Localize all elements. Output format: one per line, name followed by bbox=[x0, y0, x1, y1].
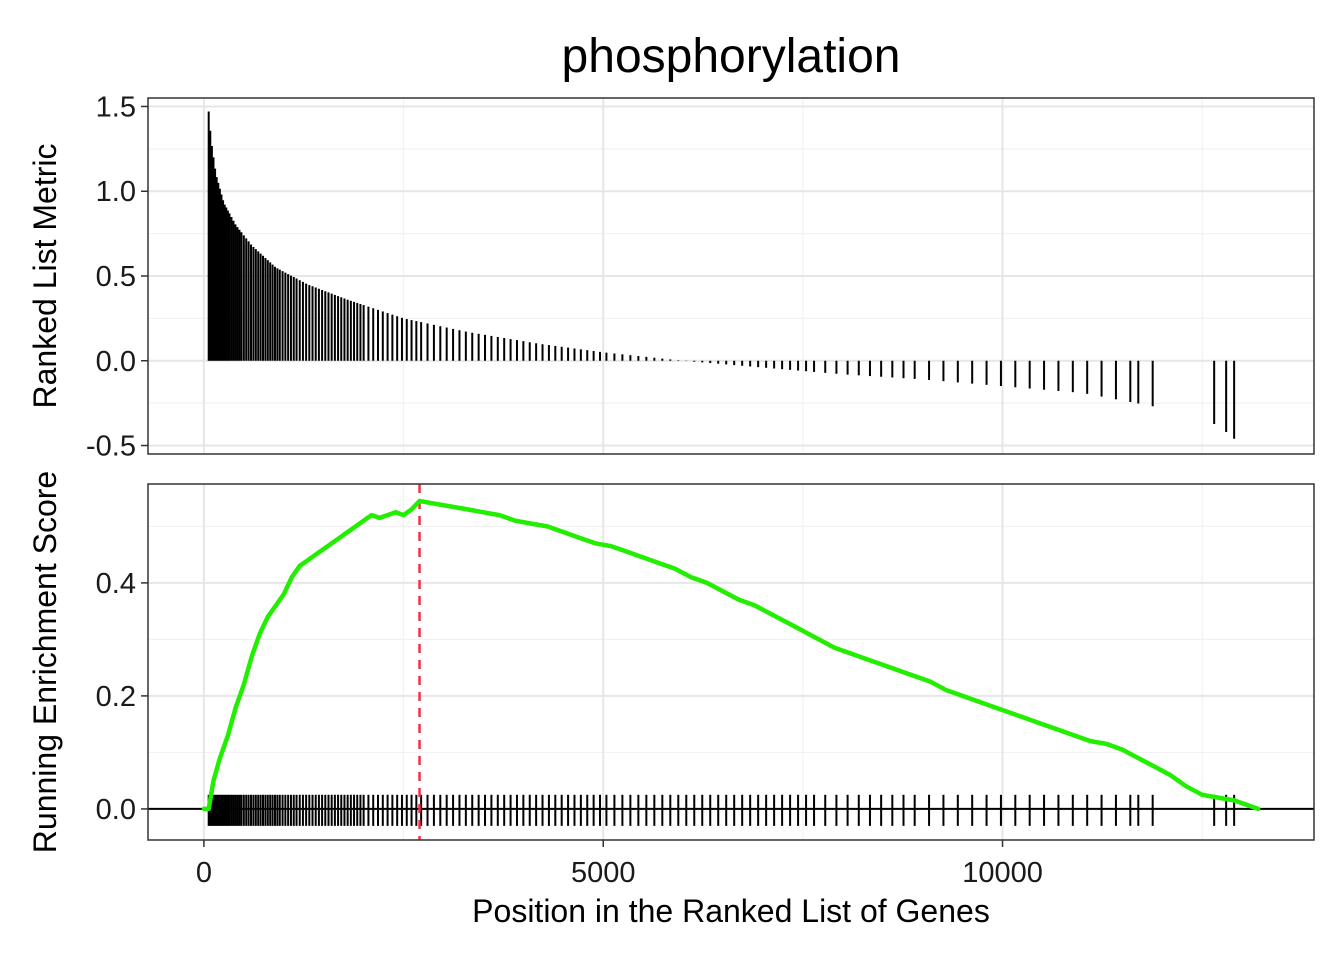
y-axis-title-bottom: Running Enrichment Score bbox=[27, 471, 63, 853]
x-tick-label: 10000 bbox=[962, 857, 1043, 889]
bottom-panel-background bbox=[148, 484, 1314, 840]
x-tick-label: 5000 bbox=[571, 857, 636, 889]
top-y-tick-label: 1.0 bbox=[96, 176, 136, 208]
x-tick-label: 0 bbox=[196, 857, 212, 889]
x-axis: 0 5000 10000 bbox=[196, 840, 1043, 889]
ranked-metric-panel: 1.5 1.0 0.5 0.0 -0.5 bbox=[86, 91, 1315, 463]
x-axis-title: Position in the Ranked List of Genes bbox=[472, 893, 990, 929]
running-es-panel: 0.4 0.2 0.0 bbox=[96, 483, 1315, 841]
chart-title: phosphorylation bbox=[562, 30, 901, 83]
top-y-tick-label: 0.0 bbox=[96, 346, 136, 378]
running-es-line bbox=[201, 498, 1261, 812]
bottom-y-tick-label: 0.2 bbox=[96, 681, 136, 713]
top-panel-border bbox=[147, 97, 1315, 455]
y-axis-title-top: Ranked List Metric bbox=[27, 144, 63, 409]
top-y-tick-label: 0.5 bbox=[96, 261, 136, 293]
bottom-y-tick-label: 0.0 bbox=[96, 794, 136, 826]
top-y-tick-label: 1.5 bbox=[96, 91, 136, 123]
bottom-y-tick-label: 0.4 bbox=[96, 568, 136, 600]
bottom-panel-border bbox=[147, 483, 1315, 841]
top-y-tick-label: -0.5 bbox=[86, 431, 136, 463]
